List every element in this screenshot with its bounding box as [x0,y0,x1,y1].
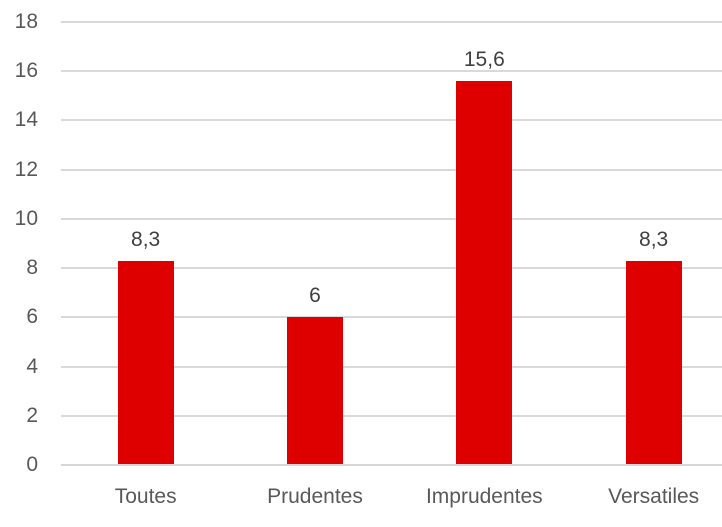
y-tick-label: 14 [14,108,38,132]
gridline-y-10 [61,217,722,220]
x-tick-label-toutes: Toutes [114,485,177,508]
y-tick-label: 8 [26,256,38,280]
bar-prudentes [286,317,343,465]
x-tick-label-versatiles: Versatiles [608,485,700,508]
gridline-y-14 [61,119,722,122]
value-label-versatiles: 8,3 [639,227,669,251]
gridline-y-2 [61,414,722,417]
x-tick-label-imprudentes: Imprudentes [425,485,543,508]
bar-versatiles [625,260,682,465]
y-tick-label: 18 [14,10,38,33]
y-tick-label: 12 [14,157,38,181]
value-label-prudentes: 6 [309,284,321,308]
y-tick-label: 10 [14,206,38,230]
x-axis-line [61,464,722,466]
y-tick-label: 16 [14,59,38,83]
gridline-y-12 [61,168,722,171]
y-tick-label: 0 [26,453,38,476]
gridline-y-8 [61,267,722,270]
gridline-y-18 [61,21,722,23]
value-label-toutes: 8,3 [131,227,161,251]
value-label-imprudentes: 15,6 [463,48,505,72]
bar-toutes [117,260,174,465]
gridline-y-6 [61,316,722,319]
bar-imprudentes [456,81,513,465]
y-tick-label: 2 [26,403,38,427]
y-tick-label: 4 [26,354,38,378]
y-tick-label: 6 [26,305,38,329]
gridline-y-16 [61,70,722,73]
gridline-y-4 [61,365,722,368]
x-tick-label-prudentes: Prudentes [267,485,363,508]
